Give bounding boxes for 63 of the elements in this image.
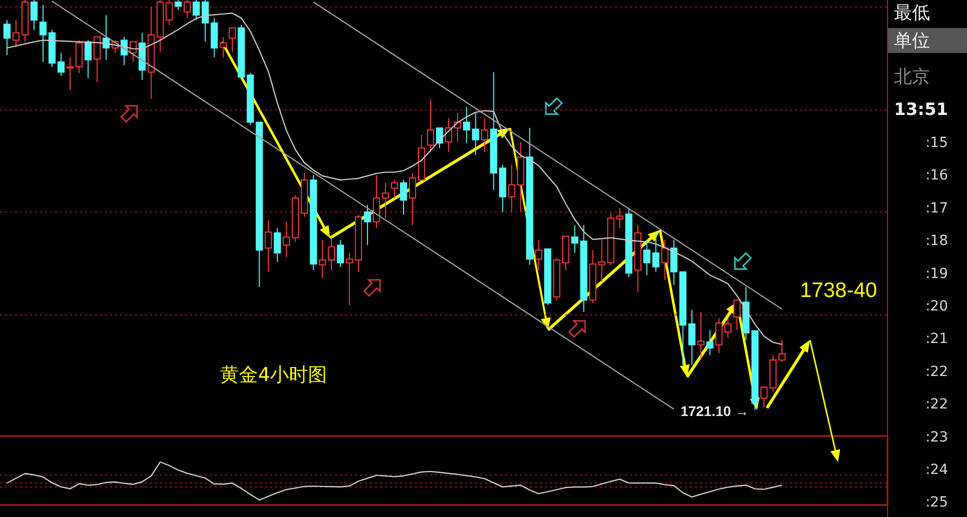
candlestick [30, 0, 38, 30]
candlestick [697, 312, 704, 358]
candlestick [670, 239, 678, 286]
candlestick [652, 232, 660, 272]
text: :22 [925, 364, 948, 380]
candlestick [508, 164, 516, 212]
candlestick [426, 100, 434, 153]
candlestick [328, 237, 335, 271]
candlestick [408, 172, 416, 226]
candlestick [274, 227, 281, 262]
candlestick [400, 179, 408, 216]
candlestick [535, 239, 542, 271]
candlestick [643, 239, 650, 276]
candlestick [282, 221, 290, 258]
candlestick [688, 309, 696, 366]
candlestick [706, 330, 714, 356]
text: :20 [925, 298, 948, 315]
text: :21 [925, 331, 948, 348]
text: 黄金4小时图 [220, 364, 328, 386]
candlestick [66, 56, 74, 91]
text: :25 [925, 494, 948, 511]
candlestick [472, 112, 480, 156]
text: :24 [925, 462, 948, 478]
text: 1738-40 [800, 279, 878, 302]
text: :16 [925, 168, 948, 184]
candlestick [39, 4, 47, 62]
text: 最低 [894, 2, 930, 24]
candlestick [58, 52, 65, 76]
candlestick [778, 339, 786, 363]
candlestick [733, 300, 741, 331]
text: 单位 [894, 30, 930, 52]
candlestick [174, 0, 182, 10]
candlestick [12, 20, 20, 48]
candlestick [336, 239, 344, 268]
text: :18 [925, 233, 948, 250]
candlestick [346, 252, 354, 306]
text: 13:51 [894, 100, 948, 120]
candlestick [760, 386, 768, 408]
candlestick [390, 179, 398, 199]
candlestick [661, 239, 668, 281]
text: :22 [925, 396, 948, 413]
text: :23 [925, 429, 948, 446]
candlestick [228, 27, 236, 53]
candlestick [372, 174, 380, 228]
text: :15 [925, 135, 948, 152]
text: :17 [925, 200, 948, 216]
candlestick [220, 36, 227, 58]
candlestick [715, 318, 722, 354]
candlestick [318, 239, 326, 278]
candlestick [724, 318, 732, 338]
candlestick [264, 220, 272, 272]
candlestick [94, 36, 101, 82]
candlestick [184, 0, 191, 19]
candlestick [3, 20, 11, 56]
text: 北京 [894, 66, 930, 88]
candlestick [84, 40, 92, 78]
annotation: 1721.10 → [680, 403, 749, 419]
candlestick [364, 204, 372, 246]
candlestick [481, 118, 488, 153]
text: :19 [925, 266, 948, 282]
candlestick [76, 40, 83, 74]
candlestick [463, 106, 470, 144]
candlestick [382, 182, 390, 219]
